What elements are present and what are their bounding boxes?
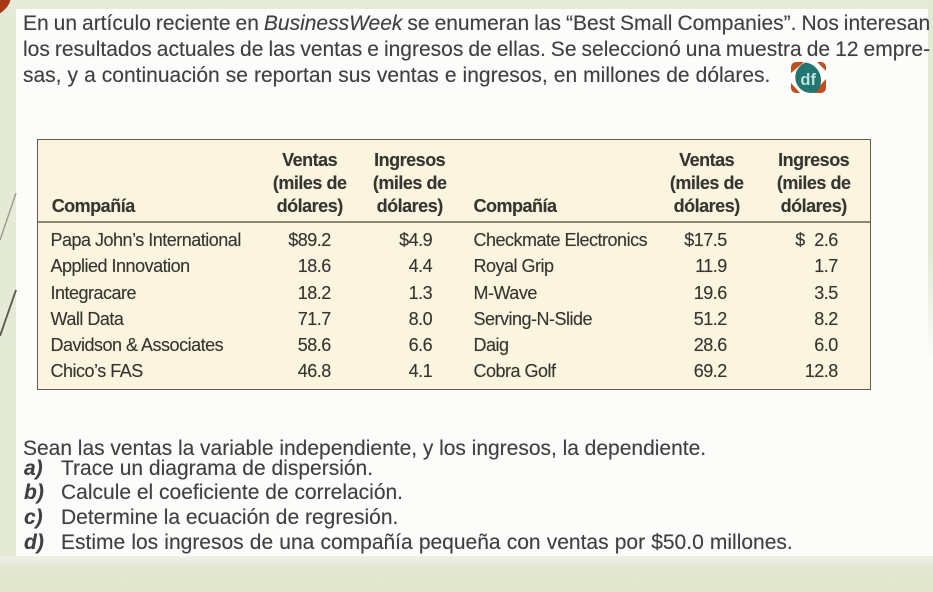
svg-text:df: df [800,71,816,89]
